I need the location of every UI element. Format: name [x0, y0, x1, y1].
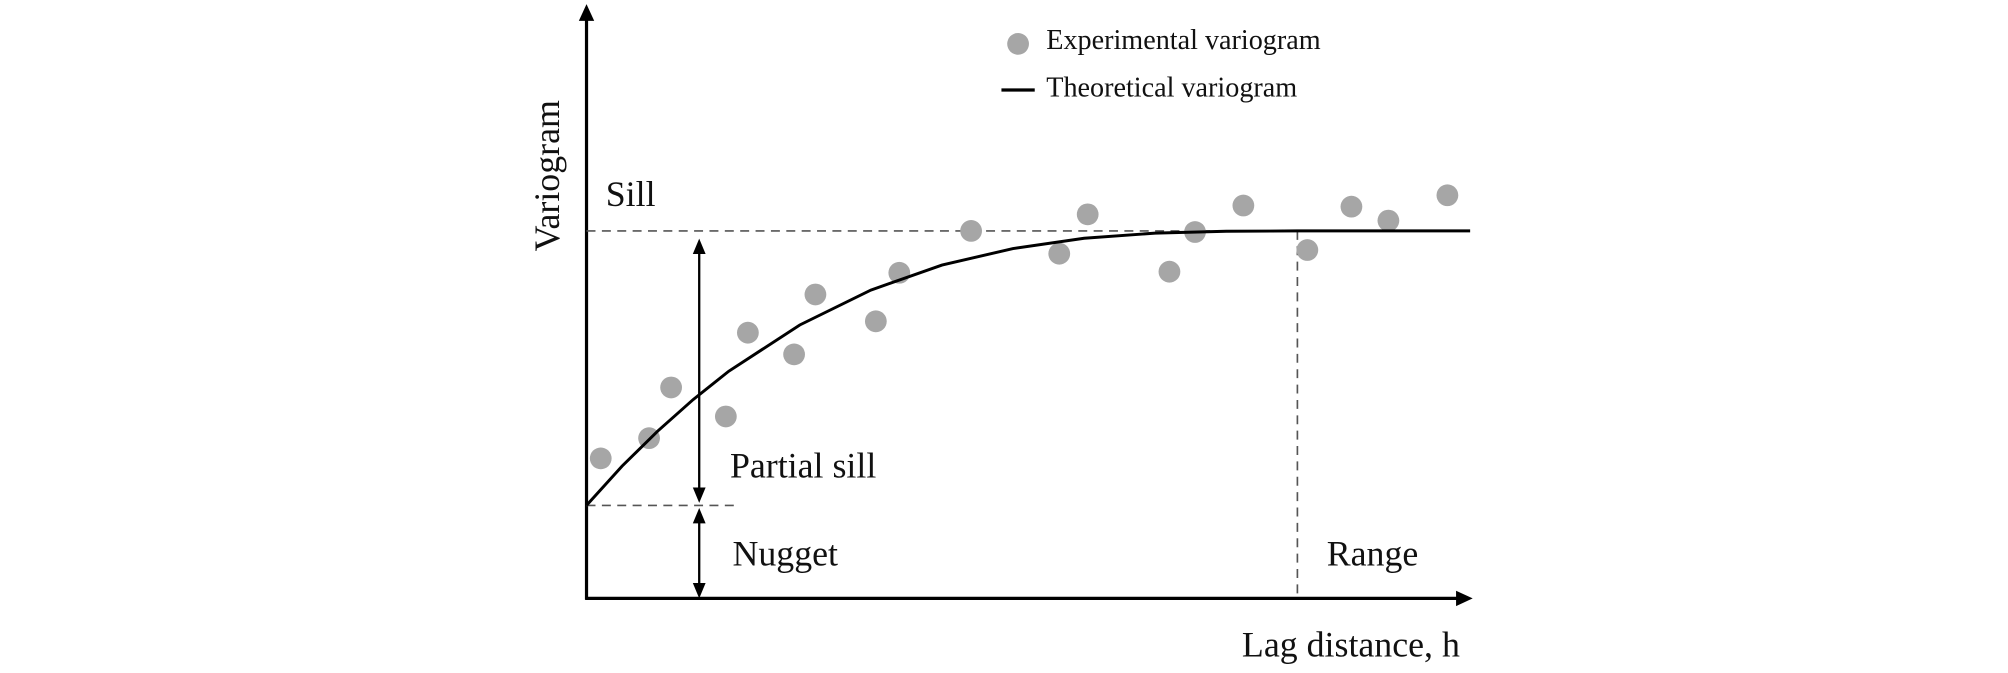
- data-point: [864, 310, 887, 333]
- data-point: [714, 405, 737, 428]
- axes: [584, 18, 1460, 600]
- legend-label: Experimental variogram: [1046, 25, 1321, 56]
- theoretical-line: [585, 229, 1471, 507]
- arrow-head: [692, 583, 706, 599]
- y-axis-arrow: [578, 4, 595, 21]
- partial-sill-label: Partial sill: [730, 445, 876, 485]
- y-axis-label: Variogram: [527, 100, 567, 251]
- data-point: [1158, 260, 1181, 283]
- legend-label: Theoretical variogram: [1046, 72, 1297, 103]
- arrow-head: [692, 238, 706, 254]
- data-point: [1436, 184, 1459, 207]
- data-point: [1340, 195, 1363, 218]
- x-axis-label: Lag distance, h: [1242, 625, 1460, 665]
- arrow-head: [692, 487, 706, 503]
- data-point: [1377, 209, 1400, 232]
- range-label: Range: [1327, 534, 1419, 574]
- data-point: [804, 283, 827, 306]
- data-point: [1232, 194, 1255, 217]
- legend-marker: [1007, 32, 1029, 55]
- data-point: [589, 447, 612, 470]
- arrow-head: [692, 507, 706, 524]
- data-point: [737, 321, 759, 344]
- x-axis-arrow: [1456, 590, 1473, 607]
- data-point: [1048, 242, 1071, 265]
- nugget-label: Nugget: [733, 534, 839, 574]
- data-point: [783, 343, 805, 366]
- data-point: [960, 220, 982, 242]
- data-point: [1076, 203, 1099, 226]
- data-point: [660, 376, 683, 399]
- data-point: [1296, 239, 1319, 261]
- sill-label: Sill: [606, 174, 656, 214]
